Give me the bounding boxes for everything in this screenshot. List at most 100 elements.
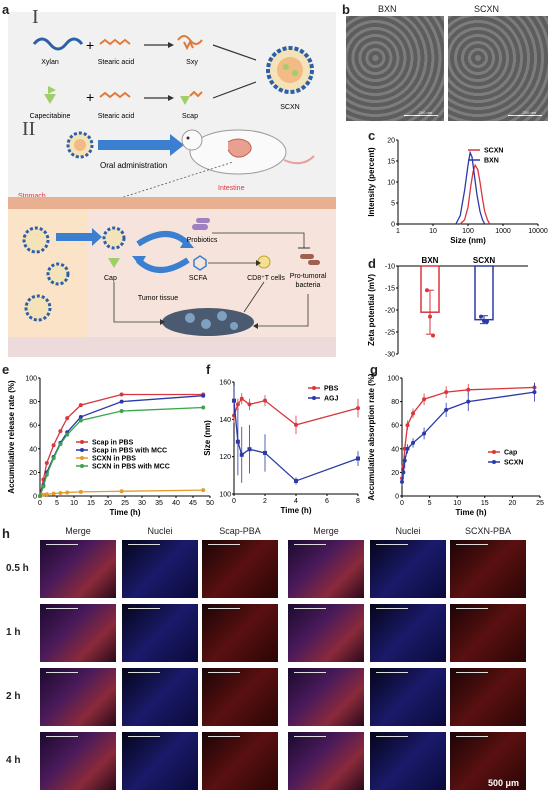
x-tick-label: 0 — [38, 500, 42, 507]
panel-c-label: c — [368, 128, 376, 143]
pro-tumoral-bacteria-icon — [300, 254, 320, 265]
scxn-label: SCXN — [280, 104, 299, 111]
scalebar-line — [488, 790, 526, 792]
data-point — [294, 422, 298, 427]
data-point — [405, 423, 410, 428]
y-tick-label: 160 — [219, 380, 231, 387]
capecitabine-icon — [44, 94, 56, 104]
x-tick-label: 2 — [263, 498, 267, 505]
bar-scxn — [474, 265, 494, 321]
data-point — [201, 488, 206, 493]
oral-arrow — [98, 140, 170, 150]
x-axis-label: Size (nm) — [450, 236, 486, 245]
tem-bxn-title: BXN — [378, 4, 397, 14]
micrograph-image — [288, 732, 364, 790]
chart-size-distribution: 1 10 100 1000 10000 0 5 10 15 20 Size (nm) Intensit… — [367, 138, 548, 246]
y-tick-label: 100 — [387, 376, 399, 383]
x-tick-label: 5 — [428, 500, 432, 507]
legend-label: SCXN in PBS with MCC — [92, 464, 170, 471]
x-tick-label: 50 — [206, 500, 214, 507]
data-point — [482, 319, 486, 323]
panel-a-label: a — [2, 2, 10, 17]
data-point — [65, 432, 70, 437]
micrograph-image — [370, 540, 446, 598]
svg-text:+: + — [86, 89, 94, 105]
micrograph-image — [288, 540, 364, 598]
column-header: Scap-PBA — [219, 526, 261, 536]
legend-label: AGJ — [324, 396, 339, 403]
data-point — [485, 319, 489, 324]
plus-icon: + — [86, 37, 94, 53]
row-label: 2 h — [6, 691, 21, 702]
y-tick-label: 120 — [219, 454, 231, 461]
pro-tumoral-label-2: bacteria — [296, 282, 321, 289]
micrograph-image — [40, 604, 116, 662]
data-point — [444, 390, 449, 395]
data-point — [431, 333, 435, 338]
y-axis-label: Zeta potential (mV) — [367, 274, 376, 346]
data-point — [402, 458, 407, 463]
x-axis-label: Time (h) — [456, 508, 487, 517]
legend-marker — [492, 460, 496, 464]
scap-icon — [180, 96, 190, 105]
data-point — [411, 411, 416, 416]
y-tick-label: 0 — [33, 494, 37, 501]
legend-label: SCXN — [484, 148, 503, 155]
x-axis-label: Time (h) — [281, 506, 312, 515]
legend-marker — [492, 450, 496, 454]
row-label: 0.5 h — [6, 563, 29, 574]
x-tick-label: 15 — [87, 500, 95, 507]
y-tick-label: 5 — [391, 201, 395, 208]
probiotics-icon — [192, 218, 210, 230]
cap-icon — [108, 258, 120, 268]
data-point — [263, 398, 267, 403]
capecitabine-label: Capecitabine — [30, 113, 71, 120]
x-tick-label: 5 — [55, 500, 59, 507]
y-tick-label: 100 — [219, 492, 231, 499]
column-header: SCXN-PBA — [464, 526, 511, 536]
scap-label: Scap — [182, 113, 198, 120]
y-axis-label: Size (nm) — [203, 420, 212, 456]
y-tick-label: 15 — [387, 159, 395, 166]
micrograph-image — [122, 540, 198, 598]
data-point — [58, 491, 63, 496]
data-point — [201, 393, 206, 398]
data-point — [78, 414, 83, 419]
micrograph-image — [450, 668, 526, 726]
y-axis-label: Intensity (percent) — [367, 147, 376, 217]
data-point — [401, 470, 406, 475]
y-tick-label: 20 — [387, 138, 395, 145]
data-point — [294, 478, 298, 483]
oral-administration-label: Oral administration — [100, 161, 167, 170]
scfa-icon — [193, 255, 207, 271]
microscopy-grid: Merge Nuclei Scap-PBA Merge Nuclei SCXN-PBA 0.… — [0, 524, 552, 800]
x-tick-label: 30 — [138, 500, 146, 507]
legend-label: BXN — [484, 158, 499, 165]
data-point — [444, 407, 449, 412]
legend-marker — [80, 448, 84, 452]
y-tick-label: 10 — [387, 180, 395, 187]
cd8-label: CD8⁺T cells — [247, 275, 285, 282]
x-tick-label: 10 — [453, 500, 461, 507]
y-tick-label: 40 — [29, 446, 37, 453]
legend-label: Scap in PBS with MCC — [92, 448, 167, 455]
x-tick-label: 15 — [481, 500, 489, 507]
micrograph-image — [450, 732, 526, 790]
micrograph-image — [122, 604, 198, 662]
x-tick-label: 10 — [70, 500, 78, 507]
legend-label: Cap — [504, 450, 517, 457]
column-header: Merge — [313, 526, 339, 536]
y-tick-label: -30 — [385, 352, 395, 359]
xylan-icon — [32, 37, 84, 51]
x-tick-label: 25 — [536, 500, 544, 507]
cd8-cell-icon — [257, 255, 271, 269]
data-point — [422, 397, 427, 402]
micrograph-image — [370, 604, 446, 662]
data-point — [247, 447, 252, 452]
x-tick-label: 40 — [172, 500, 180, 507]
data-point — [422, 431, 427, 436]
data-point — [44, 472, 49, 477]
data-point — [239, 396, 244, 401]
micrograph-image — [40, 540, 116, 598]
y-tick-label: 60 — [29, 423, 37, 430]
